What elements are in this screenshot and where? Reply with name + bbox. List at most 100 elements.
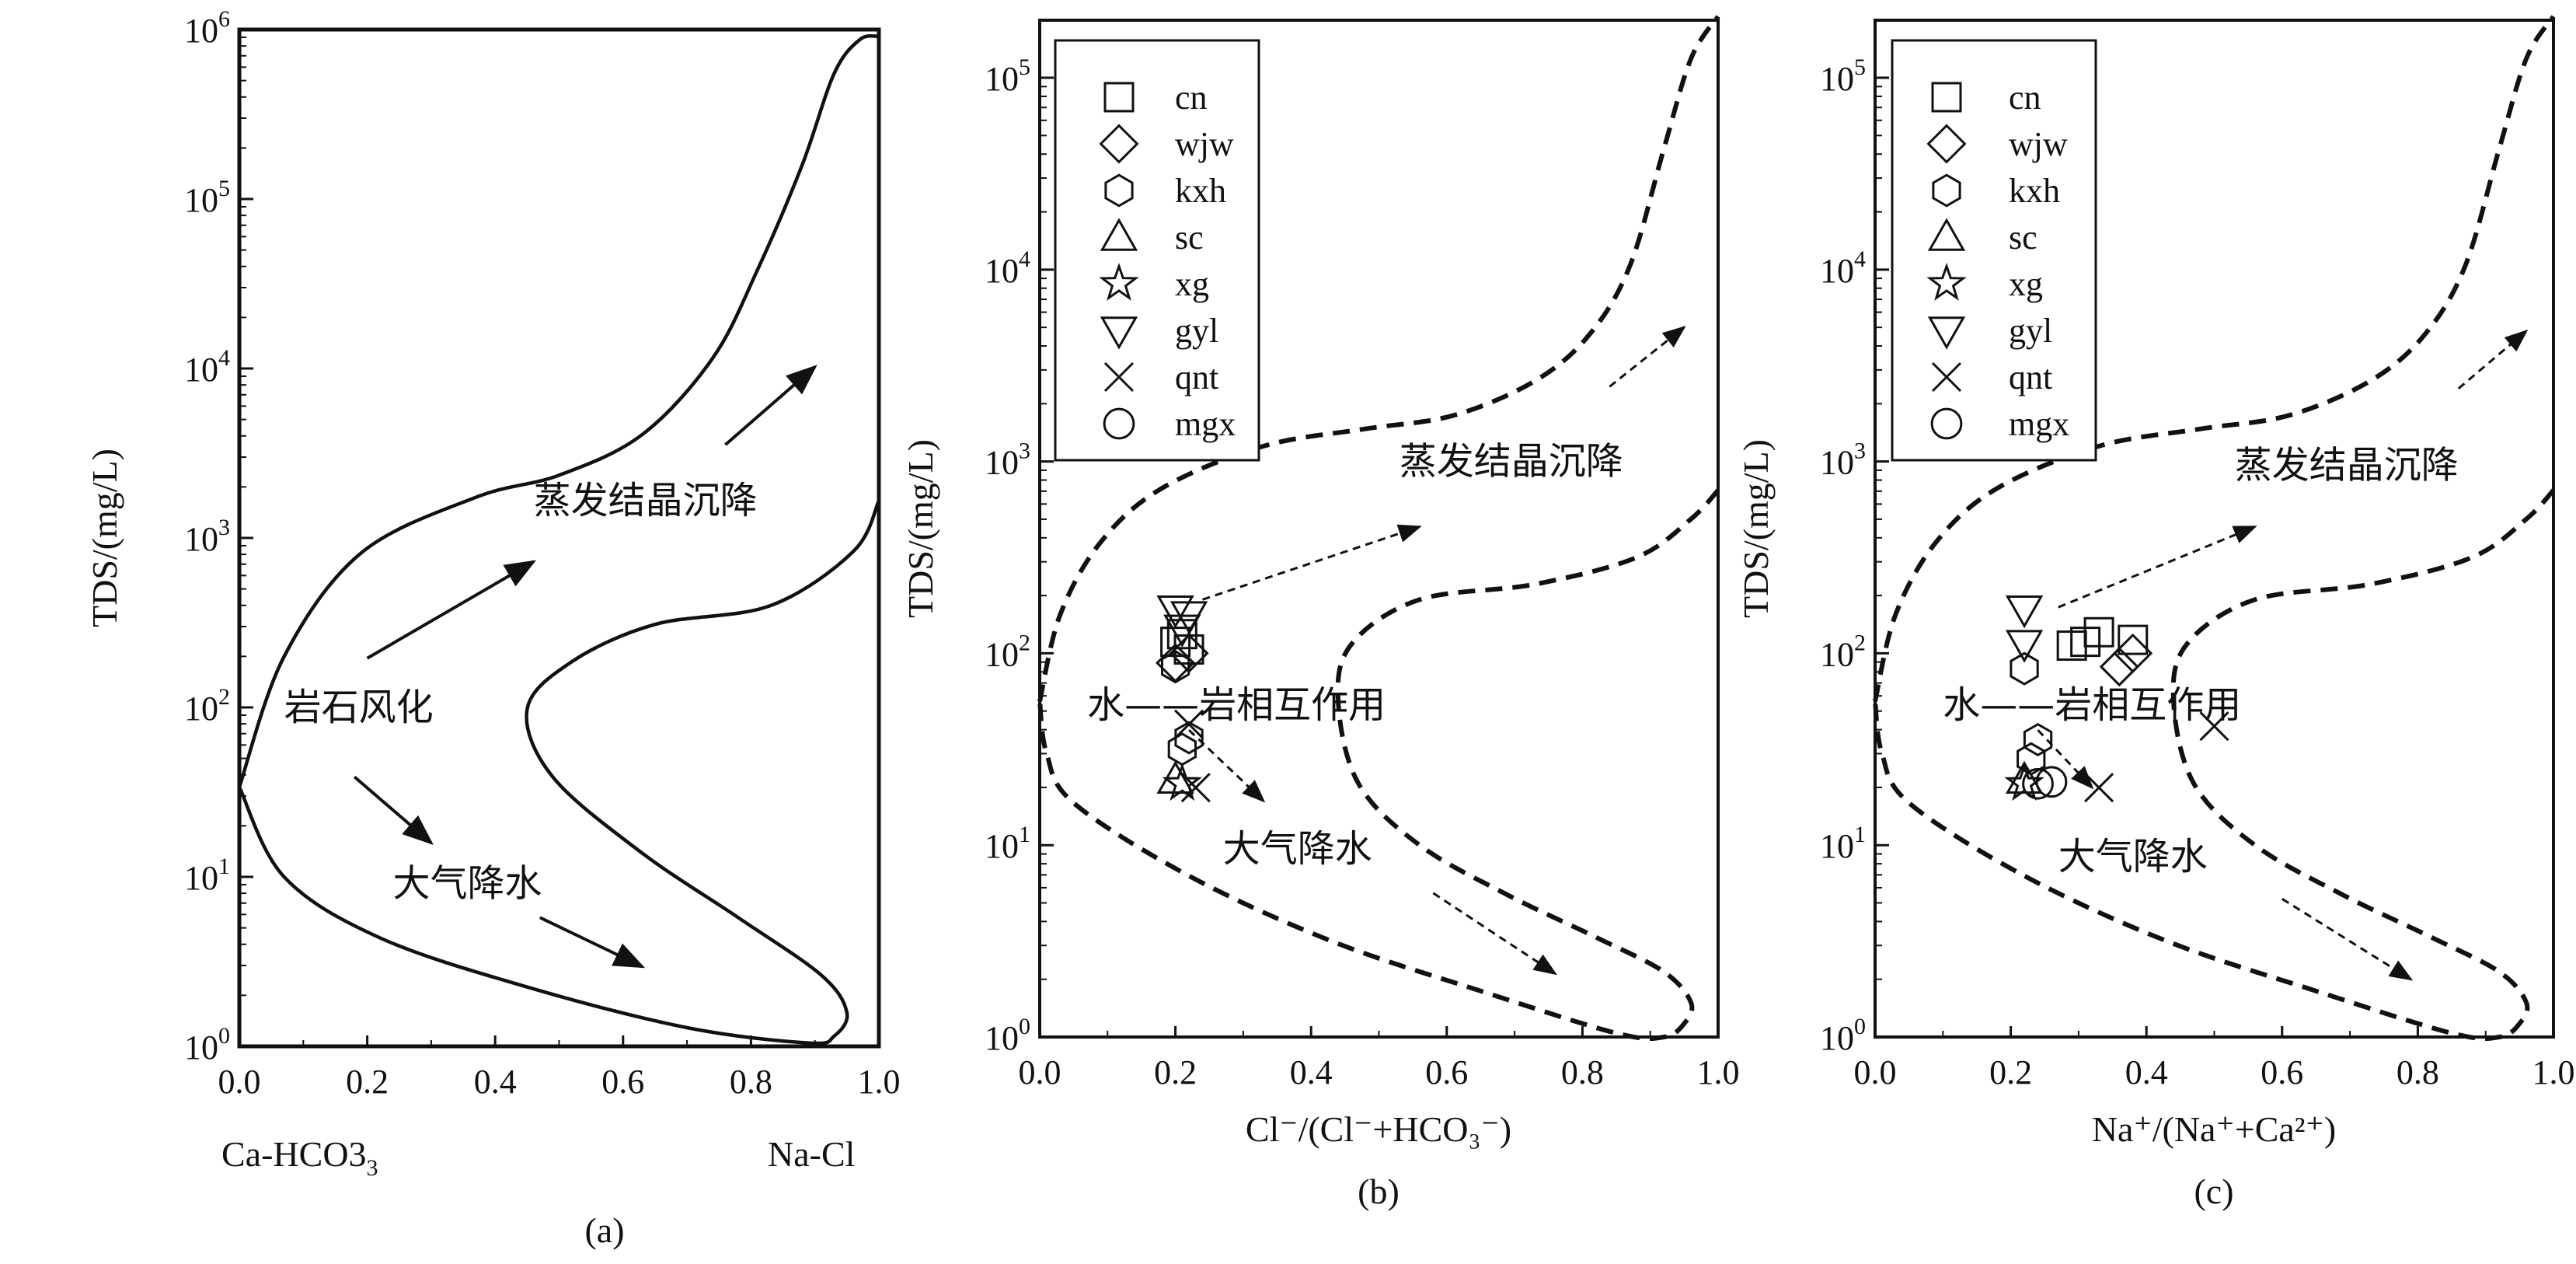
annotation-label: 水——岩相互作用: [1087, 683, 1386, 727]
legend-label-gyl: gyl: [1175, 312, 1218, 350]
legend-label-mgx: mgx: [1175, 405, 1236, 443]
panel-c-legend-frame: [1891, 39, 2097, 462]
panel-b-legend: cn wjw kxh sc xg gyl qnt mgx: [1054, 39, 1260, 462]
y-tick-label-c: 105: [1820, 54, 1866, 98]
y-tick-label-c: 100: [1820, 1014, 1866, 1057]
legend-symbol-xg: [1926, 262, 1967, 301]
x-tick-label-c: 0.0: [1854, 1053, 1897, 1091]
trend-arrow: [2457, 329, 2529, 389]
panel-a-ticks: 0.0 0.2 0.4 0.6 0.8 1.0 100 101 102 103 104 105 106: [184, 6, 901, 1101]
data-point-gyl: [2005, 595, 2044, 629]
inner-boundary-curve: [1873, 488, 2556, 1042]
y-tick-label-b: 104: [985, 246, 1030, 290]
x-tick-label-c: 0.4: [2125, 1053, 2168, 1091]
panel-c-data-points: [2004, 595, 2229, 803]
panel-c-ticks: 0.0 0.2 0.4 0.6 0.8 1.0 100 101 102 103 104 105: [1820, 54, 2575, 1091]
y-tick-label-b: 102: [985, 630, 1030, 673]
panel-c-xlabel: Na⁺/(Na⁺+Ca²⁺): [2092, 1109, 2336, 1149]
data-point-mgx: [2022, 767, 2054, 800]
data-point-kxh: [1161, 650, 1190, 684]
x-tick-label-a: 1.0: [858, 1063, 901, 1101]
annotation-label: 大气降水: [1223, 827, 1372, 871]
x-tick-label-b: 0.2: [1154, 1053, 1197, 1091]
legend-label-kxh: kxh: [2009, 172, 2060, 210]
y-tick-label-c: 102: [1820, 630, 1866, 673]
panel-a-boundaries: [237, 33, 881, 1046]
panel-b-xlabel: Cl⁻/(Cl⁻+HCO₃⁻): [1246, 1109, 1511, 1149]
annotation-label: 岩石风化: [284, 686, 434, 729]
x-tick-label-a: 0.6: [601, 1063, 644, 1101]
legend-label-wjw: wjw: [2009, 125, 2068, 163]
x-tick-label-c: 1.0: [2532, 1053, 2575, 1091]
x-tick-label-a: 0.4: [474, 1063, 517, 1101]
inner-boundary-curve: [237, 499, 881, 1046]
data-point-wjw: [2113, 633, 2153, 673]
outer-boundary-curve: [1037, 15, 1720, 702]
legend-symbol-cn: [1103, 82, 1135, 113]
legend-symbol-qnt: [1931, 361, 1962, 393]
data-point-xg: [1162, 763, 1203, 801]
panel-a-right-end-label: Na-Cl: [768, 1134, 855, 1174]
panel-c: 0.0 0.2 0.4 0.6 0.8 1.0 100 101 102 103 104 105 蒸发结…: [1736, 15, 2575, 1211]
data-point-kxh: [2023, 722, 2053, 757]
y-tick-label-a: 100: [184, 1023, 230, 1067]
panel-a-left-end-text: Ca-HCO3: [221, 1134, 367, 1174]
y-tick-label-a: 106: [184, 6, 230, 50]
panel-c-caption: (c): [2194, 1171, 2233, 1211]
x-tick-label-c: 0.8: [2396, 1053, 2439, 1091]
annotation-label: 大气降水: [393, 862, 542, 906]
outer-boundary-curve: [237, 33, 880, 788]
x-tick-label-a: 0.0: [218, 1063, 261, 1101]
legend-symbol-gyl: [1927, 316, 1966, 350]
legend-label-xg: xg: [1175, 265, 1209, 303]
panel-a-left-end-label: Ca-HCO33: [221, 1134, 378, 1181]
y-tick-label-a: 101: [184, 854, 230, 897]
legend-label-xg: xg: [2009, 265, 2043, 303]
data-point-kxh: [2010, 651, 2039, 686]
panel-b-caption: (b): [1358, 1171, 1400, 1211]
x-tick-label-b: 0.6: [1425, 1053, 1468, 1091]
trend-arrow: [353, 775, 434, 846]
panel-b-ticks: 0.0 0.2 0.4 0.6 0.8 1.0 100 101 102 103 104 105: [985, 54, 1740, 1091]
panel-b-arrows: [1188, 325, 1686, 976]
panel-c-boundaries: [1873, 15, 2556, 1042]
legend-symbol-cn: [1931, 82, 1962, 113]
x-tick-label-b: 0.0: [1019, 1053, 1061, 1091]
x-tick-label-b: 1.0: [1697, 1053, 1740, 1091]
legend-label-qnt: qnt: [1175, 358, 1218, 396]
x-tick-label-b: 0.8: [1561, 1053, 1604, 1091]
trend-arrow: [2058, 526, 2257, 609]
panel-b-data-points: [1156, 595, 1211, 803]
legend-label-gyl: gyl: [2009, 312, 2052, 350]
legend-symbol-mgx: [1103, 407, 1135, 440]
data-point-gyl: [1156, 595, 1194, 629]
legend-symbol-qnt: [1103, 361, 1135, 393]
data-point-qnt: [2084, 773, 2114, 803]
legend-label-cn: cn: [2009, 79, 2041, 117]
trend-arrow: [1609, 325, 1686, 388]
panel-a-left-end-subscript: 3: [367, 1155, 378, 1181]
trend-arrow: [539, 916, 646, 969]
trend-arrow: [724, 365, 817, 446]
data-point-gyl: [2005, 630, 2044, 663]
inner-boundary-curve: [1037, 488, 1720, 1042]
annotation-label: 水——岩相互作用: [1943, 683, 2241, 727]
trend-arrow: [1202, 524, 1422, 601]
panel-c-ylabel: TDS/(mg/L): [1736, 439, 1776, 618]
legend-label-mgx: mgx: [2009, 405, 2069, 443]
legend-label-sc: sc: [2009, 218, 2037, 257]
data-point-mgx: [2035, 766, 2068, 798]
panel-c-arrows: [2037, 329, 2529, 981]
data-point-cn: [2083, 616, 2114, 648]
panel-a-caption: (a): [584, 1210, 624, 1250]
legend-symbol-wjw: [1926, 124, 1967, 164]
legend-symbol-sc: [1927, 218, 1966, 251]
y-tick-label-b: 103: [985, 438, 1030, 482]
legend-label-cn: cn: [1175, 79, 1208, 117]
trend-arrow: [2281, 898, 2414, 981]
legend-symbol-kxh: [1104, 173, 1134, 208]
y-tick-label-b: 101: [985, 822, 1030, 865]
x-tick-label-a: 0.2: [346, 1063, 389, 1101]
y-tick-label-b: 100: [985, 1014, 1030, 1057]
